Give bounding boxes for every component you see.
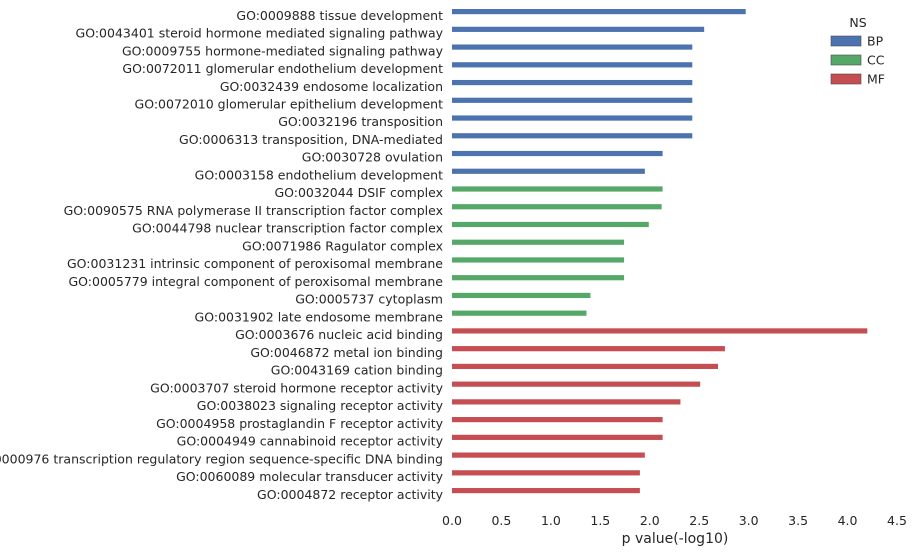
bar-mf: [452, 328, 868, 334]
category-label: GO:0046872 metal ion binding: [250, 345, 443, 360]
x-tick-label: 2.0: [640, 513, 660, 528]
category-label: GO:0000976 transcription regulatory regi…: [0, 451, 443, 466]
bar-bp: [452, 62, 693, 68]
bar-mf: [452, 363, 719, 369]
x-tick-label: 2.5: [689, 513, 709, 528]
x-tick-label: 3.5: [788, 513, 808, 528]
legend-swatch-cc: [830, 54, 862, 66]
category-label: GO:0003158 endothelium development: [195, 167, 443, 182]
bar-bp: [452, 150, 663, 157]
bar-mf: [452, 470, 640, 476]
category-label: GO:0005779 integral component of peroxis…: [69, 274, 444, 289]
category-label: GO:0044798 nuclear transcription factor …: [132, 221, 443, 236]
bar-cc: [452, 310, 587, 316]
bar-bp: [452, 168, 645, 174]
legend-swatch-bp: [830, 35, 862, 47]
x-tick-label: 1.0: [541, 513, 561, 528]
bar-mf: [452, 417, 663, 423]
x-axis-title: p value(-log10): [622, 531, 729, 547]
x-tick-label: 4.5: [887, 513, 907, 528]
x-axis-ticks: 0.0 0.5 1.0 1.5 2.0 2.5 3.0 3.5 4.0 4.5: [442, 513, 907, 528]
category-label: GO:0009888 tissue development: [236, 8, 443, 23]
bar-cc: [452, 204, 662, 210]
category-label: GO:0006313 transposition, DNA-mediated: [179, 132, 443, 147]
category-label: GO:0038023 signaling receptor activity: [197, 398, 444, 413]
category-label: GO:0072011 glomerular endothelium develo…: [122, 61, 443, 76]
x-tick-label: 0.5: [491, 513, 511, 528]
x-tick-label: 4.0: [838, 513, 858, 528]
x-tick-label: 3.0: [739, 513, 759, 528]
category-label: GO:0031231 intrinsic component of peroxi…: [67, 256, 443, 271]
bar-cc: [452, 239, 625, 245]
bar-mf: [452, 487, 640, 494]
category-label: GO:0043169 cation binding: [271, 363, 443, 378]
category-label: GO:0090575 RNA polymerase II transcripti…: [64, 203, 443, 218]
category-labels: GO:0009888 tissue development GO:0043401 …: [0, 8, 444, 502]
legend-label-cc: CC: [867, 53, 885, 68]
bar-cc: [452, 221, 649, 228]
category-label: GO:0032439 endosome localization: [220, 79, 443, 94]
bar-mf: [452, 381, 701, 387]
category-label: GO:0043401 steroid hormone mediated sign…: [76, 26, 444, 41]
category-label: GO:0031902 late endosome membrane: [195, 309, 444, 324]
bar-bp: [452, 115, 693, 121]
category-label: GO:0071986 Ragulator complex: [242, 238, 443, 253]
bar-bp: [452, 26, 705, 32]
category-label: GO:0004958 prostaglandin F receptor acti…: [156, 416, 444, 431]
bar-bp: [452, 97, 693, 103]
bar-bp: [452, 44, 693, 50]
category-label: GO:0032196 transposition: [278, 114, 443, 129]
bar-cc: [452, 292, 591, 299]
bar-bp: [452, 9, 746, 15]
category-label: GO:0072010 glomerular epithelium develop…: [135, 97, 444, 112]
legend: NS BP CC MF: [830, 15, 885, 87]
bar-bp: [452, 79, 693, 86]
category-label: GO:0003676 nucleic acid binding: [235, 327, 443, 342]
x-tick-label: 1.5: [590, 513, 610, 528]
legend-title: NS: [849, 15, 866, 30]
category-label: GO:0032044 DSIF complex: [274, 185, 443, 200]
bar-bp: [452, 133, 693, 139]
category-label: GO:0004872 receptor activity: [257, 487, 444, 502]
bar-mf: [452, 346, 725, 352]
legend-swatch-mf: [830, 73, 862, 85]
bars-layer: [452, 9, 868, 494]
legend-label-bp: BP: [867, 34, 884, 49]
bar-mf: [452, 452, 645, 458]
category-label: GO:0009755 hormone-mediated signaling pa…: [122, 43, 444, 58]
category-label: GO:0003707 steroid hormone receptor acti…: [150, 380, 443, 395]
x-tick-label: 0.0: [442, 513, 462, 528]
category-label: GO:0060089 molecular transducer activity: [176, 469, 444, 484]
legend-entries: BP CC MF: [830, 34, 885, 87]
legend-label-mf: MF: [867, 72, 885, 87]
bar-cc: [452, 186, 663, 192]
bar-mf: [452, 434, 663, 440]
bar-cc: [452, 275, 625, 281]
bar-cc: [452, 257, 625, 263]
bar-mf: [452, 399, 681, 405]
category-label: GO:0004949 cannabinoid receptor activity: [177, 434, 444, 449]
category-label: GO:0030728 ovulation: [302, 150, 443, 165]
category-label: GO:0005737 cytoplasm: [295, 292, 443, 307]
